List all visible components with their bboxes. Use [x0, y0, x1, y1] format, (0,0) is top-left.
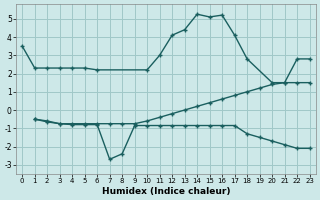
X-axis label: Humidex (Indice chaleur): Humidex (Indice chaleur): [102, 187, 230, 196]
